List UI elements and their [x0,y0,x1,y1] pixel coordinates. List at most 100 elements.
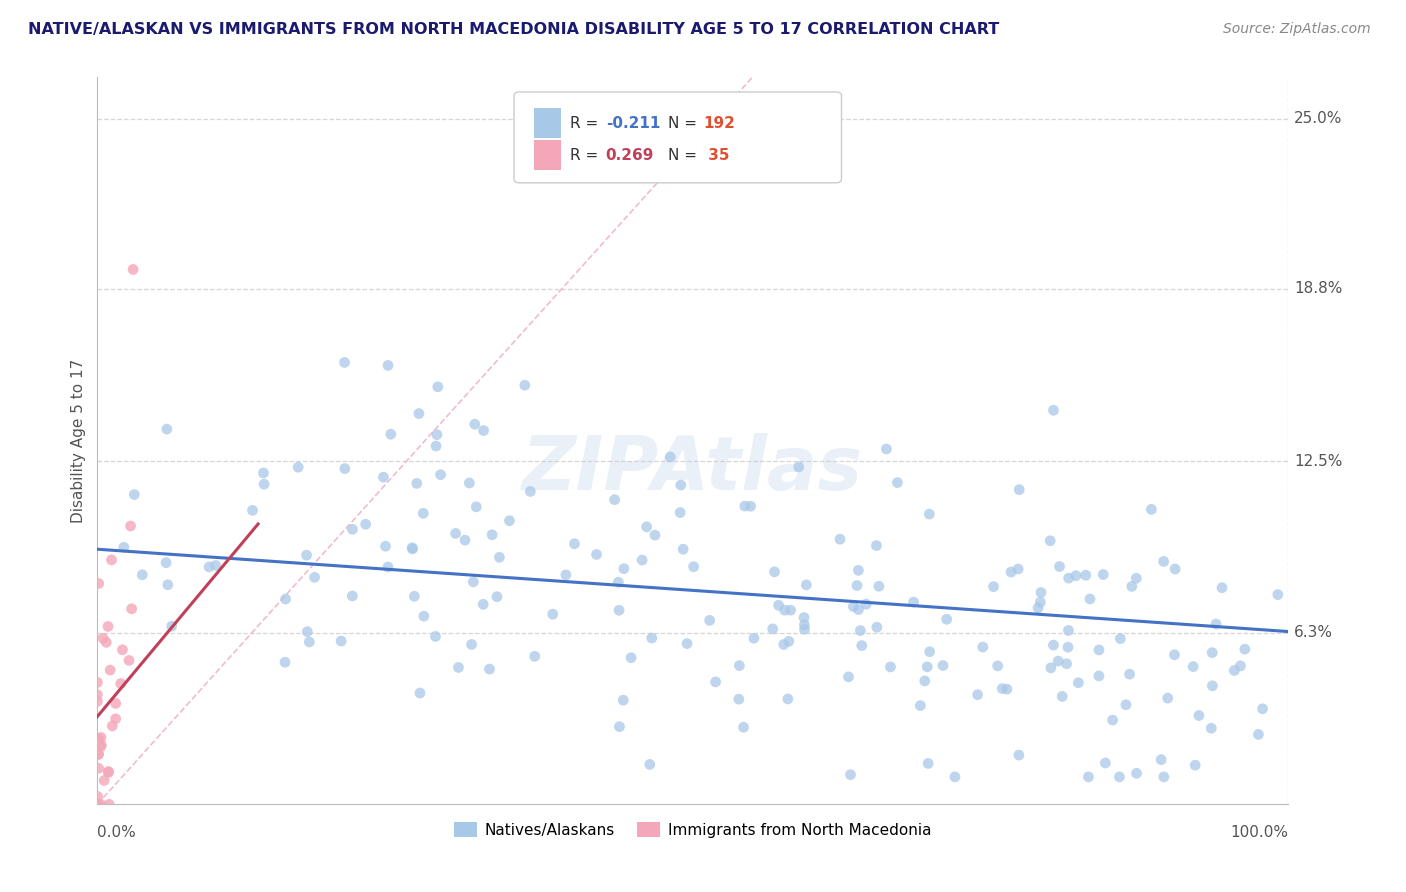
Point [728,692,751,706]
Point [104,697,127,711]
Text: 6.3%: 6.3% [1294,625,1333,640]
Point [252,466,274,480]
Point [848,563,870,577]
Point [465,500,488,514]
Point [405,476,427,491]
Text: 35: 35 [703,148,730,162]
Point [796,578,818,592]
Point [995,682,1018,697]
Point [97,765,120,780]
Point [842,599,865,614]
Point [917,756,939,771]
Point [966,688,988,702]
Point [373,470,395,484]
Text: NATIVE/ALASKAN VS IMMIGRANTS FROM NORTH MACEDONIA DISABILITY AGE 5 TO 17 CORRELA: NATIVE/ALASKAN VS IMMIGRANTS FROM NORTH … [28,22,1000,37]
Point [91,632,114,646]
Point [425,629,447,643]
Point [253,477,276,491]
Point [734,499,756,513]
Point [855,597,877,611]
Point [498,514,520,528]
Point [110,676,132,690]
Point [401,541,423,556]
Point [631,553,654,567]
Point [488,550,510,565]
Point [87,734,110,748]
Point [1101,713,1123,727]
Point [793,622,815,636]
Point [458,476,481,491]
Point [87,797,110,812]
Point [1088,643,1111,657]
Point [86,688,108,702]
Point [1223,664,1246,678]
Point [408,407,430,421]
Point [96,635,118,649]
Point [793,618,815,632]
Text: 0.269: 0.269 [606,148,654,162]
Point [1199,721,1222,735]
Point [1077,770,1099,784]
Point [97,619,120,633]
Point [609,720,631,734]
Point [541,607,564,622]
Point [1267,588,1289,602]
Point [886,475,908,490]
Point [1184,758,1206,772]
Point [851,639,873,653]
Point [354,517,377,532]
Point [101,719,124,733]
Point [1057,624,1080,638]
Point [1074,568,1097,582]
Point [607,575,630,590]
Point [429,467,451,482]
Text: N =: N = [668,116,702,131]
Point [377,359,399,373]
FancyBboxPatch shape [534,140,561,170]
Point [1052,690,1074,704]
Point [1153,554,1175,568]
Point [669,506,692,520]
Point [1039,533,1062,548]
Point [1029,595,1052,609]
Point [762,622,785,636]
Point [1008,747,1031,762]
Point [1108,770,1130,784]
Point [1039,661,1062,675]
Point [519,484,541,499]
Point [935,612,957,626]
Point [641,631,664,645]
Text: -0.211: -0.211 [606,116,661,131]
Point [740,500,762,514]
Point [87,797,110,812]
Point [90,731,112,745]
Point [1029,585,1052,599]
Point [943,770,966,784]
Point [676,636,699,650]
Point [1057,571,1080,585]
Point [868,579,890,593]
Point [1067,675,1090,690]
Point [704,674,727,689]
Point [1247,727,1270,741]
Point [1150,753,1173,767]
Point [86,694,108,708]
Point [198,560,221,574]
Point [1229,658,1251,673]
Point [918,645,941,659]
Point [613,562,636,576]
Point [1125,766,1147,780]
Point [87,747,110,761]
Point [1047,654,1070,668]
Point [607,603,630,617]
Point [90,797,112,812]
Point [377,560,399,574]
Point [620,650,643,665]
Point [1251,702,1274,716]
Point [121,601,143,615]
Point [380,427,402,442]
Point [903,595,925,609]
Point [295,548,318,562]
Point [1007,562,1029,576]
Point [636,520,658,534]
